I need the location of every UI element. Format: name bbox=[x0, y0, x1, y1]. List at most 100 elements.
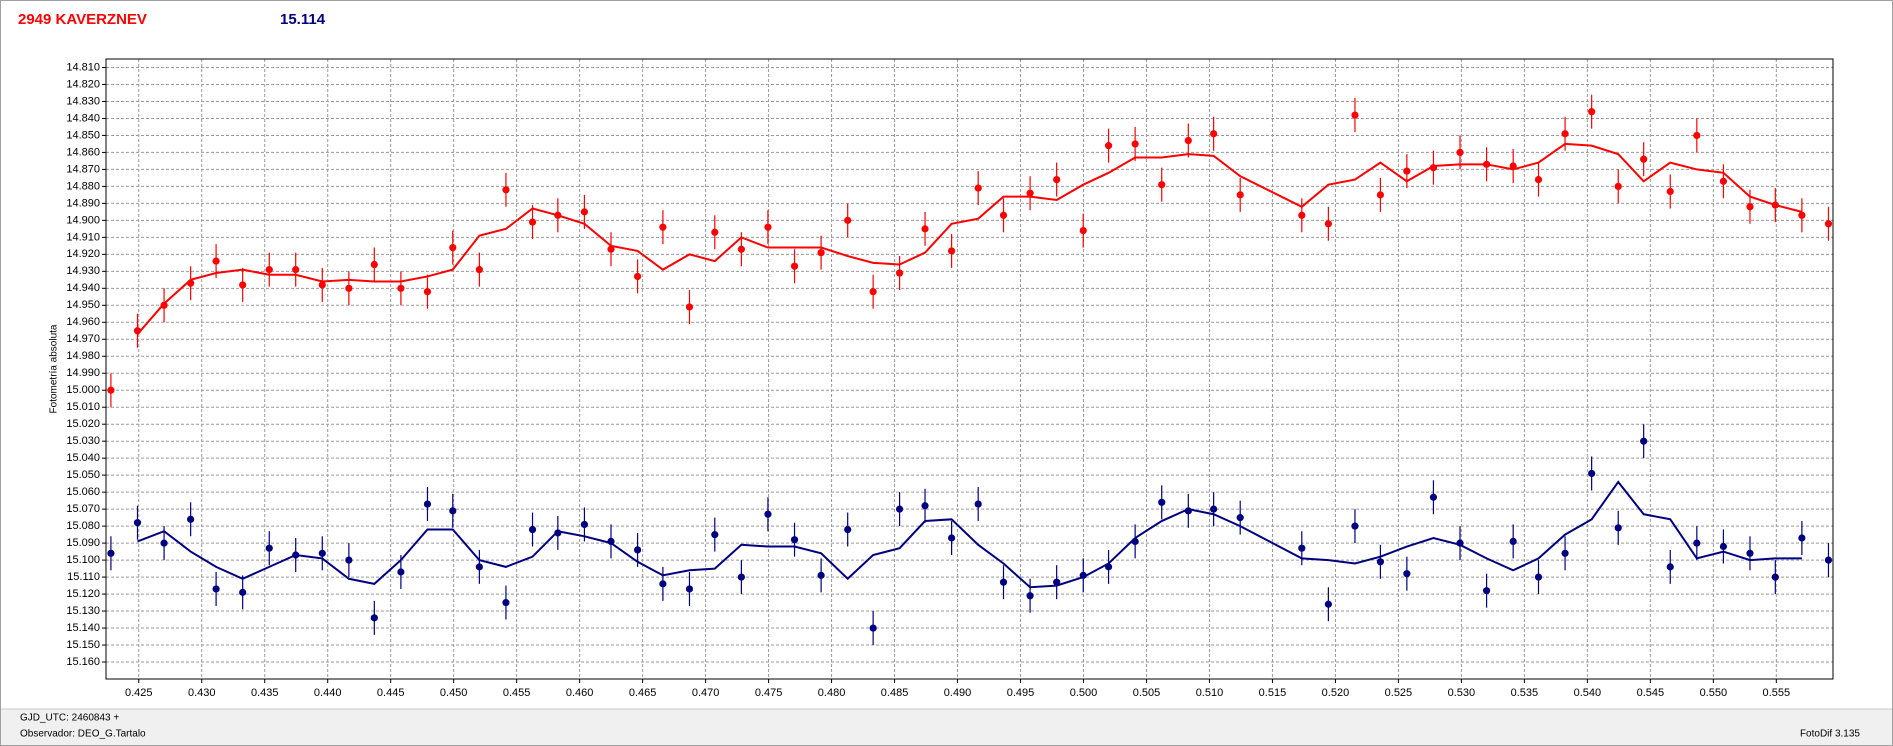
data-point bbox=[1666, 563, 1674, 571]
data-point bbox=[265, 544, 273, 552]
data-point bbox=[1746, 549, 1754, 557]
data-point bbox=[869, 624, 877, 632]
data-point bbox=[1561, 549, 1569, 557]
y-tick-label: 14.970 bbox=[66, 333, 100, 345]
data-point bbox=[1640, 437, 1648, 445]
data-point bbox=[1104, 563, 1113, 571]
data-point bbox=[133, 327, 142, 335]
data-point bbox=[107, 386, 115, 394]
data-point bbox=[711, 228, 719, 236]
data-point bbox=[160, 539, 168, 547]
data-point bbox=[318, 549, 326, 557]
data-point bbox=[1210, 130, 1218, 138]
data-point bbox=[292, 266, 300, 274]
x-tick-label: 0.550 bbox=[1700, 687, 1728, 699]
data-point bbox=[790, 536, 799, 544]
data-point bbox=[711, 531, 719, 539]
y-tick-label: 15.070 bbox=[66, 503, 100, 515]
plot-area bbox=[106, 59, 1833, 679]
data-point bbox=[817, 249, 825, 257]
x-tick-label: 0.490 bbox=[944, 687, 972, 699]
data-point bbox=[1158, 498, 1166, 506]
y-tick-label: 14.860 bbox=[66, 146, 100, 158]
data-point bbox=[1456, 539, 1464, 547]
data-point bbox=[397, 284, 405, 292]
x-tick-label: 0.435 bbox=[251, 687, 279, 699]
data-point bbox=[895, 269, 904, 277]
data-point bbox=[345, 284, 353, 292]
data-point bbox=[999, 578, 1008, 586]
data-point bbox=[974, 500, 982, 508]
x-tick-label: 0.500 bbox=[1070, 687, 1098, 699]
data-point bbox=[1614, 524, 1622, 532]
x-tick-label: 0.520 bbox=[1322, 687, 1350, 699]
y-tick-label: 15.100 bbox=[66, 554, 100, 566]
footer-date: GJD_UTC: 2460843 + bbox=[20, 713, 119, 724]
data-point bbox=[1236, 191, 1244, 199]
x-tick-label: 0.485 bbox=[881, 687, 909, 699]
data-point bbox=[659, 580, 667, 588]
x-tick-label: 0.445 bbox=[377, 687, 405, 699]
y-tick-label: 15.040 bbox=[66, 452, 100, 464]
data-point bbox=[895, 505, 904, 513]
data-point bbox=[1798, 534, 1806, 542]
data-point bbox=[1588, 469, 1596, 478]
data-point bbox=[790, 262, 799, 270]
data-point bbox=[869, 288, 877, 296]
data-point bbox=[1640, 155, 1648, 163]
data-point bbox=[239, 281, 247, 289]
x-tick-label: 0.465 bbox=[629, 687, 657, 699]
data-point bbox=[187, 515, 195, 523]
y-tick-label: 15.090 bbox=[66, 537, 100, 549]
data-point bbox=[187, 279, 195, 287]
y-tick-label: 14.900 bbox=[66, 214, 100, 226]
data-point bbox=[1746, 203, 1754, 211]
data-point bbox=[737, 573, 745, 581]
data-point bbox=[1824, 220, 1833, 228]
y-tick-label: 15.000 bbox=[66, 384, 100, 396]
data-point bbox=[1184, 507, 1192, 515]
x-tick-label: 0.450 bbox=[440, 687, 468, 699]
data-point bbox=[1771, 201, 1779, 209]
data-point bbox=[1131, 537, 1139, 546]
plot-border bbox=[105, 58, 1834, 680]
data-point bbox=[1482, 587, 1491, 595]
object-name: 2949 KAVERZNEV bbox=[18, 11, 147, 28]
x-tick-label: 0.530 bbox=[1448, 687, 1476, 699]
data-point bbox=[502, 598, 510, 607]
data-point bbox=[318, 281, 326, 289]
data-point bbox=[1429, 493, 1438, 501]
data-point bbox=[974, 184, 982, 192]
data-point bbox=[554, 529, 562, 537]
data-point bbox=[607, 245, 615, 253]
data-point bbox=[265, 266, 273, 274]
y-tick-label: 15.130 bbox=[66, 605, 100, 617]
data-point bbox=[528, 218, 537, 226]
data-point bbox=[370, 260, 378, 269]
data-point bbox=[1719, 542, 1728, 551]
x-tick-label: 0.470 bbox=[692, 687, 720, 699]
y-tick-label: 14.880 bbox=[66, 180, 100, 192]
data-point bbox=[1693, 539, 1701, 547]
y-tick-label: 15.160 bbox=[66, 656, 100, 668]
data-point bbox=[1079, 571, 1087, 579]
footer-bar bbox=[1, 709, 1892, 745]
y-tick-label: 14.820 bbox=[66, 78, 100, 90]
data-point bbox=[999, 211, 1008, 219]
data-point bbox=[1403, 570, 1411, 578]
data-point bbox=[212, 257, 220, 265]
y-tick-label: 14.980 bbox=[66, 350, 100, 362]
data-point bbox=[239, 588, 247, 596]
footer-observer: Observador: DEO_G.Tartalo bbox=[20, 729, 146, 740]
y-tick-label: 14.990 bbox=[66, 367, 100, 379]
data-point bbox=[107, 549, 115, 557]
data-point bbox=[1561, 130, 1569, 138]
x-tick-label: 0.545 bbox=[1637, 687, 1665, 699]
x-tick-label: 0.460 bbox=[566, 687, 594, 699]
data-point bbox=[212, 585, 220, 593]
data-point bbox=[764, 510, 772, 518]
data-point bbox=[764, 223, 772, 231]
data-point bbox=[1429, 164, 1438, 172]
x-tick-label: 0.505 bbox=[1133, 687, 1161, 699]
